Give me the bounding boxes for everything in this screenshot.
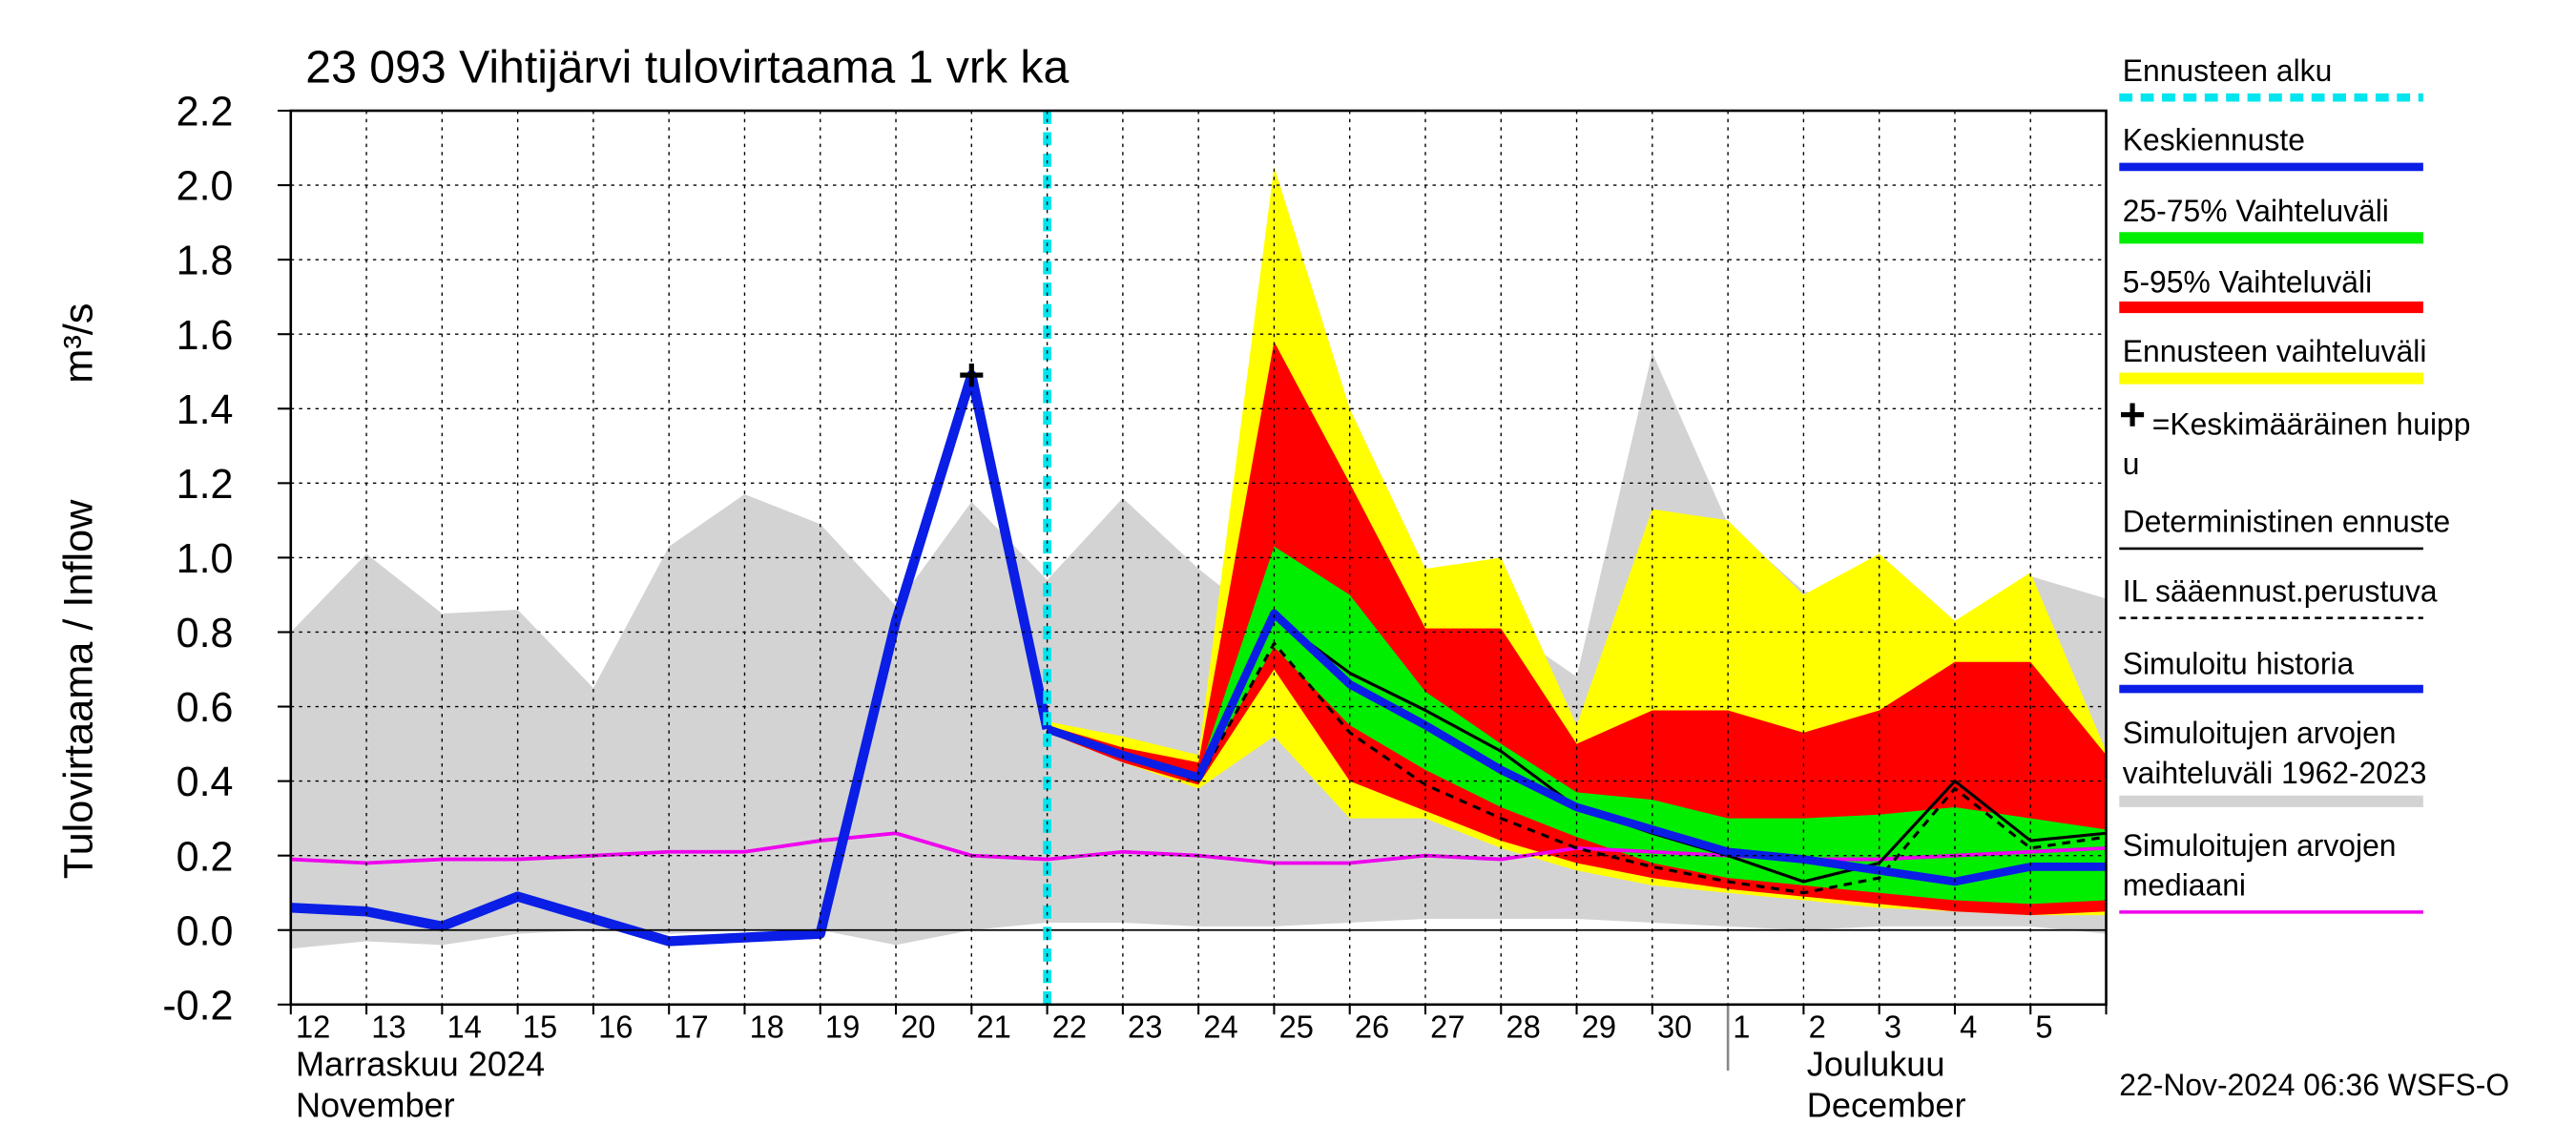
y-tick-label: 2.0 (177, 164, 234, 210)
legend-label: 25-75% Vaihteluväli (2123, 194, 2389, 228)
x-tick-label: 27 (1430, 1009, 1465, 1044)
y-tick-label: 1.8 (177, 239, 234, 284)
x-tick-label: 21 (976, 1009, 1010, 1044)
x-tick-label: 29 (1582, 1009, 1616, 1044)
y-axis-label: Tulovirtaama / Inflow (56, 499, 102, 879)
month-label: Joulukuu (1807, 1044, 1945, 1083)
month-label: December (1807, 1085, 1966, 1124)
line (1047, 641, 2107, 895)
x-tick-label: 1 (1733, 1009, 1750, 1044)
month-label: November (296, 1085, 455, 1124)
band (1047, 342, 2107, 916)
month-label: Marraskuu 2024 (296, 1044, 545, 1083)
x-tick-label: 25 (1279, 1009, 1314, 1044)
x-tick-label: 14 (447, 1009, 482, 1044)
x-tick-label: 2 (1809, 1009, 1826, 1044)
x-tick-label: 15 (523, 1009, 557, 1044)
y-tick-label: 0.6 (177, 685, 234, 731)
y-tick-label: 0.0 (177, 908, 234, 954)
x-tick-label: 3 (1884, 1009, 1901, 1044)
y-tick-label: 0.4 (177, 760, 234, 805)
y-tick-label: 2.2 (177, 89, 234, 135)
x-tick-label: 19 (825, 1009, 860, 1044)
x-tick-label: 16 (598, 1009, 633, 1044)
x-tick-label: 26 (1355, 1009, 1389, 1044)
legend-label: =Keskimääräinen huipp (2152, 406, 2471, 441)
legend-label: Simuloitujen arvojen (2123, 716, 2397, 750)
x-tick-label: 12 (296, 1009, 330, 1044)
y-axis-unit: m³/s (56, 303, 102, 384)
x-tick-label: 23 (1128, 1009, 1162, 1044)
x-tick-label: 22 (1052, 1009, 1087, 1044)
legend-label: Deterministinen ennuste (2123, 504, 2450, 538)
legend-label: u (2123, 447, 2140, 481)
legend-label: 5-95% Vaihteluväli (2123, 264, 2372, 299)
legend-label: mediaani (2123, 867, 2246, 902)
x-tick-label: 4 (1960, 1009, 1977, 1044)
x-tick-label: 24 (1203, 1009, 1237, 1044)
x-tick-label: 17 (674, 1009, 708, 1044)
y-tick-label: 0.8 (177, 611, 234, 656)
line (290, 369, 1052, 947)
y-tick-label: 0.2 (177, 834, 234, 880)
y-tick-label: 1.4 (177, 387, 234, 433)
plot-frame (289, 109, 2108, 1007)
x-tick-label: 28 (1506, 1009, 1540, 1044)
x-tick-label: 13 (371, 1009, 405, 1044)
x-tick-label: 30 (1657, 1009, 1692, 1044)
chart-title: 23 093 Vihtijärvi tulovirtaama 1 vrk ka (305, 41, 1069, 93)
legend-label: Ennusteen alku (2123, 53, 2333, 88)
timestamp: 22-Nov-2024 06:36 WSFS-O (2119, 1068, 2509, 1102)
band (1047, 546, 2107, 905)
y-tick-label: 1.6 (177, 313, 234, 359)
x-tick-label: 5 (2035, 1009, 2052, 1044)
legend-marker (2121, 403, 2145, 427)
legend-label: IL sääennust.perustuva (2123, 573, 2438, 608)
x-tick-label: 18 (750, 1009, 784, 1044)
legend-label: Simuloitujen arvojen (2123, 828, 2397, 863)
y-tick-label: 1.0 (177, 536, 234, 582)
x-tick-label: 20 (901, 1009, 935, 1044)
legend-label: Keskiennuste (2123, 122, 2305, 156)
legend-label: vaihteluväli 1962-2023 (2123, 756, 2427, 790)
legend-label: Ennusteen vaihteluväli (2123, 334, 2427, 368)
y-tick-label: -0.2 (162, 983, 233, 1029)
legend-label: Simuloitu historia (2123, 646, 2355, 680)
y-tick-label: 1.2 (177, 462, 234, 508)
